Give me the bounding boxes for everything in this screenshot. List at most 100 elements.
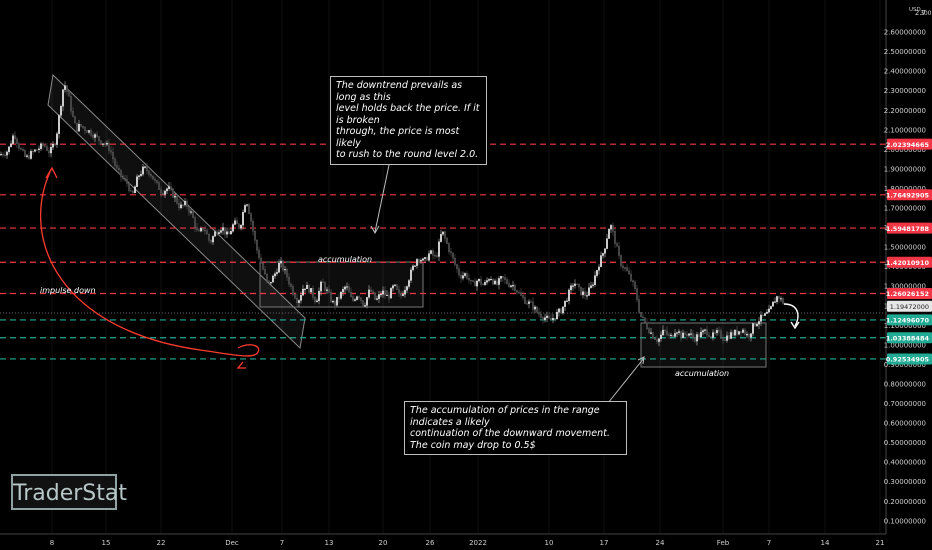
candle-body: [10, 143, 12, 147]
price-level-tag: [887, 353, 932, 365]
candle-body: [434, 255, 436, 257]
candle-body: [114, 158, 116, 166]
candle-body: [398, 289, 400, 294]
candle-body: [58, 115, 60, 134]
candle-body: [26, 155, 28, 157]
candle-body: [440, 234, 442, 242]
candle-body: [120, 169, 122, 178]
candle-body: [598, 266, 600, 271]
candle-body: [354, 299, 356, 301]
y-axis[interactable]: 2.7 2.60000000 2.50000000 2.40000000 2.30000…: [884, 0, 932, 550]
candle-body: [160, 189, 162, 194]
candle-body: [676, 332, 678, 334]
candle-body: [32, 150, 34, 153]
candle-body: [366, 297, 368, 306]
candle-body: [726, 335, 728, 341]
candle-body: [226, 231, 228, 235]
projection-arrow: [783, 303, 799, 327]
y-tick-label: 0.10000000: [884, 517, 926, 525]
y-tick-label: 2.40000000: [884, 68, 926, 76]
candle-body: [624, 267, 626, 269]
candle-body: [66, 85, 68, 92]
candle-body: [756, 324, 758, 327]
note-top: The downtrend prevails as long as this l…: [330, 76, 487, 165]
candles: [0, 81, 786, 347]
y-tick-label: 1.50000000: [884, 244, 926, 252]
candle-body: [660, 334, 662, 339]
candle-body: [148, 170, 150, 175]
candle-body: [20, 148, 22, 150]
price-level-tag: [887, 138, 932, 150]
x-tick-label: 17: [600, 539, 609, 547]
candle-body: [628, 270, 630, 275]
candle-body: [152, 175, 154, 180]
candle-body: [384, 290, 386, 296]
candle-body: [230, 231, 232, 235]
candle-body: [650, 332, 652, 334]
price-level-tag: [887, 332, 932, 344]
candle-body: [468, 278, 470, 281]
candle-body: [506, 279, 508, 284]
candle-body: [512, 285, 514, 287]
candle-body: [608, 228, 610, 239]
candle-body: [540, 314, 542, 318]
candle-body: [620, 255, 622, 267]
candle-body: [550, 317, 552, 320]
candle-body: [76, 122, 78, 132]
candle-body: [568, 289, 570, 302]
candle-body: [38, 148, 40, 150]
candle-body: [470, 279, 472, 281]
candle-body: [392, 285, 394, 289]
projection-arrow-head: [790, 321, 800, 330]
candle-body: [678, 331, 680, 333]
candle-body: [578, 284, 580, 288]
candle-body: [156, 180, 158, 183]
y-tick-label: 0.90000000: [884, 361, 926, 369]
candle-body: [358, 296, 360, 298]
note-bottom: The accumulation of prices in the range …: [404, 401, 627, 455]
candle-body: [308, 284, 310, 293]
candle-body: [730, 332, 732, 339]
candle-body: [30, 150, 32, 159]
candle-body: [626, 267, 628, 272]
x-tick-label: 7: [767, 539, 771, 547]
candle-body: [594, 275, 596, 286]
candle-body: [642, 316, 644, 318]
candle-body: [84, 127, 86, 131]
x-axis[interactable]: 8 15 22 Dec 7 13 20 26 2022 10 17 24 Feb 7 14 21: [0, 533, 932, 550]
candle-body: [360, 297, 362, 301]
candle-body: [122, 176, 124, 179]
candle-body: [118, 167, 120, 171]
candle-body: [710, 336, 712, 338]
candle-body: [596, 270, 598, 276]
candle-body: [74, 116, 76, 124]
candle-body: [518, 292, 520, 294]
candle-body: [364, 305, 366, 307]
x-tick-label: 14: [821, 539, 830, 547]
x-tick-label: Feb: [717, 539, 730, 547]
candle-body: [108, 142, 110, 151]
candle-body: [752, 323, 754, 334]
y-tick-label: 2.7: [915, 9, 926, 17]
y-tick-label: 0.30000000: [884, 478, 926, 486]
candle-body: [646, 322, 648, 329]
candle-body: [680, 331, 682, 338]
candle-body: [40, 143, 42, 149]
candle-body: [166, 188, 168, 192]
candle-body: [502, 276, 504, 278]
candle-body: [538, 311, 540, 315]
candle-body: [320, 281, 322, 292]
candle-body: [168, 186, 170, 189]
candle-body: [474, 281, 476, 287]
candle-body: [34, 149, 36, 152]
candle-body: [476, 280, 478, 287]
candle-body: [662, 329, 664, 336]
candle-body: [718, 330, 720, 332]
candle-body: [490, 279, 492, 281]
candle-body: [214, 231, 216, 237]
candle-body: [298, 300, 300, 303]
price-level-value: 0.92534905: [886, 356, 930, 364]
candle-body: [694, 337, 696, 342]
accumulation-box-right: [640, 322, 767, 368]
